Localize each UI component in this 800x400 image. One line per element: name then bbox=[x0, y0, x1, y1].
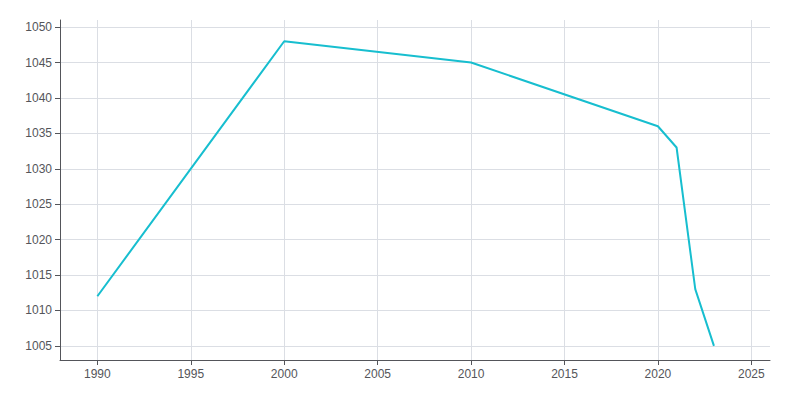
svg-text:1030: 1030 bbox=[25, 162, 52, 176]
svg-text:1995: 1995 bbox=[177, 367, 204, 381]
svg-text:2010: 2010 bbox=[458, 367, 485, 381]
svg-text:2005: 2005 bbox=[364, 367, 391, 381]
svg-text:1035: 1035 bbox=[25, 126, 52, 140]
svg-text:1015: 1015 bbox=[25, 268, 52, 282]
svg-text:1040: 1040 bbox=[25, 91, 52, 105]
svg-text:2020: 2020 bbox=[645, 367, 672, 381]
svg-text:1020: 1020 bbox=[25, 233, 52, 247]
svg-text:1005: 1005 bbox=[25, 339, 52, 353]
svg-text:1050: 1050 bbox=[25, 20, 52, 34]
svg-text:2015: 2015 bbox=[551, 367, 578, 381]
svg-text:1010: 1010 bbox=[25, 303, 52, 317]
svg-text:2000: 2000 bbox=[271, 367, 298, 381]
svg-text:1025: 1025 bbox=[25, 197, 52, 211]
svg-text:1990: 1990 bbox=[84, 367, 111, 381]
svg-text:2025: 2025 bbox=[738, 367, 765, 381]
svg-text:1045: 1045 bbox=[25, 56, 52, 70]
